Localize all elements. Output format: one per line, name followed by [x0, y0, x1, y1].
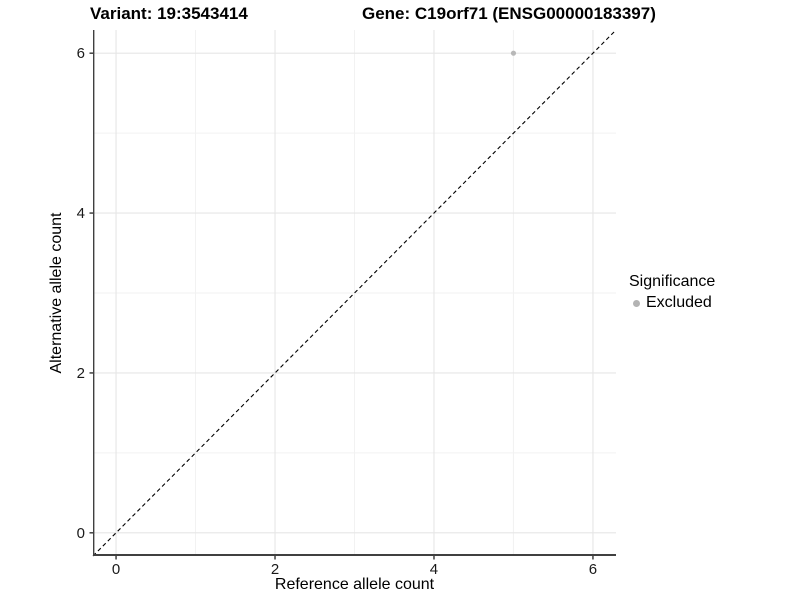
y-tick-label: 0: [76, 524, 85, 542]
x-axis-title: Reference allele count: [274, 576, 435, 593]
x-tick-label: 0: [111, 561, 121, 578]
excluded-marker-icon: [633, 299, 640, 307]
legend-title: Significance: [629, 273, 716, 290]
plot-panel: [89, 29, 617, 560]
data-point: [510, 50, 517, 56]
identity-line: [92, 29, 617, 557]
x-tick-label: 6: [588, 561, 598, 578]
x-tick-label: 4: [429, 561, 439, 578]
legend-item-excluded: Excluded: [629, 294, 715, 312]
y-tick-label: 4: [76, 205, 85, 223]
legend-item-label: Excluded: [646, 294, 712, 311]
y-tick-label: 2: [76, 364, 85, 382]
x-tick-label: 2: [270, 561, 280, 578]
y-tick-label: 6: [76, 45, 85, 63]
legend: Significance Excluded: [629, 272, 715, 312]
plot-title-variant: Variant: 19:3543414: [90, 4, 248, 23]
plot-title-gene: Gene: C19orf71 (ENSG00000183397): [362, 4, 656, 23]
y-axis-title: Alternative allele count: [48, 212, 65, 374]
